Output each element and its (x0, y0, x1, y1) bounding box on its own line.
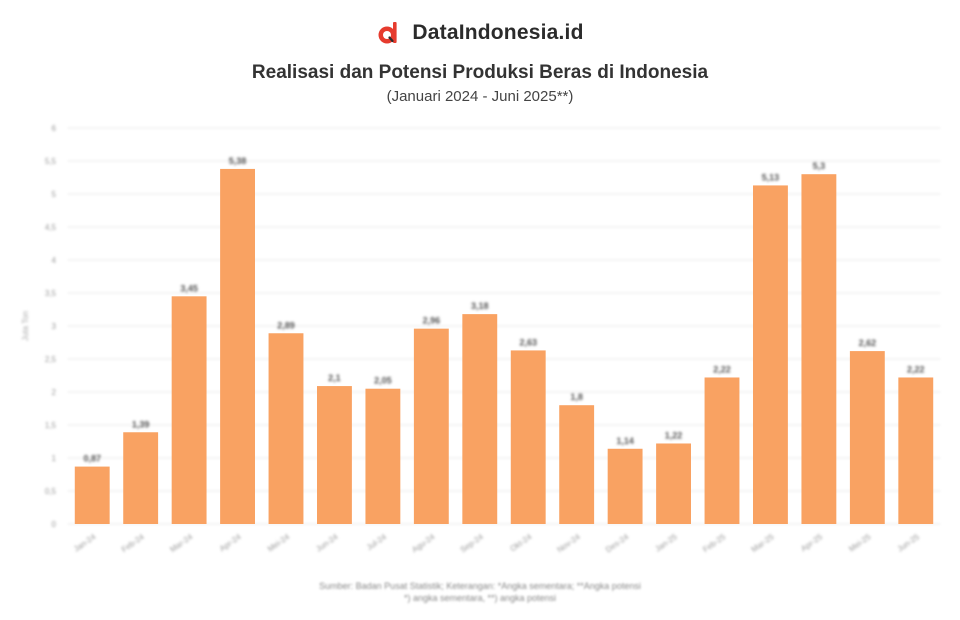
y-tick-label: 6 (52, 124, 57, 133)
brand-d-logo-icon (378, 22, 397, 44)
bar (898, 377, 934, 524)
bar-data-label: 2,62 (859, 338, 877, 348)
bar-data-label: 0,87 (83, 454, 101, 464)
y-tick-label: 4 (52, 256, 57, 265)
brand-name: DataIndonesia.id (412, 21, 584, 44)
bar (317, 386, 352, 524)
x-tick-label: Mar-24 (168, 532, 194, 554)
y-tick-label: 5 (52, 190, 57, 199)
bar (704, 377, 740, 524)
bar-data-label: 1,39 (132, 419, 150, 429)
x-tick-label: Feb-25 (701, 532, 727, 554)
x-tick-label: Jan-24 (72, 532, 98, 554)
y-tick-label: 3,5 (45, 289, 57, 298)
y-tick-label: 1,5 (45, 421, 57, 430)
bar (559, 405, 595, 524)
y-tick-label: 1 (52, 454, 57, 463)
chart-footer: Sumber: Badan Pusat Statistik; Keteranga… (0, 580, 960, 604)
bar-data-label: 2,22 (907, 364, 925, 374)
x-tick-label: Des-24 (604, 532, 631, 554)
bar-data-label: 1,14 (616, 436, 634, 446)
x-tick-label: Nov-24 (556, 532, 583, 554)
bar-data-label: 2,05 (374, 376, 392, 386)
x-tick-label: Mar-25 (750, 532, 776, 554)
x-tick-label: Mei-24 (266, 532, 292, 554)
bar-data-label: 2,63 (519, 337, 537, 347)
bar (607, 448, 643, 524)
x-tick-label: Agu-24 (410, 532, 437, 554)
bar-data-label: 2,22 (713, 364, 731, 374)
y-tick-label: 0 (52, 520, 57, 529)
bar-data-label: 3,18 (471, 301, 489, 311)
bar (413, 328, 449, 524)
x-tick-label: Apr-24 (218, 532, 243, 553)
x-tick-label: Feb-24 (120, 532, 146, 554)
bar (849, 351, 885, 524)
bar-data-label: 1,22 (665, 430, 683, 440)
y-tick-label: 2 (52, 388, 57, 397)
bar (753, 185, 788, 525)
brand-header: DataIndonesia.id (0, 20, 960, 46)
x-tick-label: Mei-25 (847, 532, 873, 554)
bar (171, 296, 207, 524)
x-tick-label: Jul-24 (365, 532, 388, 552)
bar (123, 432, 159, 524)
bar-data-label: 5,13 (762, 172, 780, 182)
bar-data-label: 2,89 (277, 320, 295, 330)
chart-title: Realisasi dan Potensi Produksi Beras di … (251, 62, 709, 83)
bar (74, 466, 110, 524)
legend-note: *) angka sementara, **) angka potensi (403, 593, 557, 603)
chart-subtitle: (Januari 2024 - Juni 2025**) (386, 88, 574, 105)
x-tick-label: Jun-24 (314, 532, 340, 554)
bar-data-label: 5,3 (813, 161, 826, 171)
x-tick-label: Okt-24 (509, 532, 534, 553)
bar (801, 174, 837, 524)
source-note: Sumber: Badan Pusat Statistik; Keteranga… (319, 581, 641, 591)
bar-data-label: 2,1 (328, 373, 341, 383)
x-tick-label: Jan-25 (653, 532, 679, 554)
bar (365, 388, 401, 524)
bar-data-label: 2,96 (423, 316, 441, 326)
x-tick-label: Jun-25 (896, 532, 922, 554)
y-tick-label: 3 (52, 322, 57, 331)
bar-data-label: 5,38 (229, 156, 247, 166)
y-tick-label: 0,5 (45, 487, 57, 496)
bar (462, 314, 498, 524)
y-axis-label: Juta Ton (21, 311, 30, 341)
y-tick-label: 4,5 (45, 223, 57, 232)
bar (656, 443, 691, 524)
bar-data-label: 1,8 (570, 392, 583, 402)
bar (268, 333, 304, 524)
bar (220, 168, 255, 525)
y-tick-label: 2,5 (45, 355, 57, 364)
bar-data-label: 3,45 (180, 283, 198, 293)
bar (510, 350, 546, 524)
x-tick-label: Apr-25 (799, 532, 824, 553)
y-tick-label: 5,5 (45, 157, 57, 166)
x-tick-label: Sep-24 (459, 532, 486, 554)
